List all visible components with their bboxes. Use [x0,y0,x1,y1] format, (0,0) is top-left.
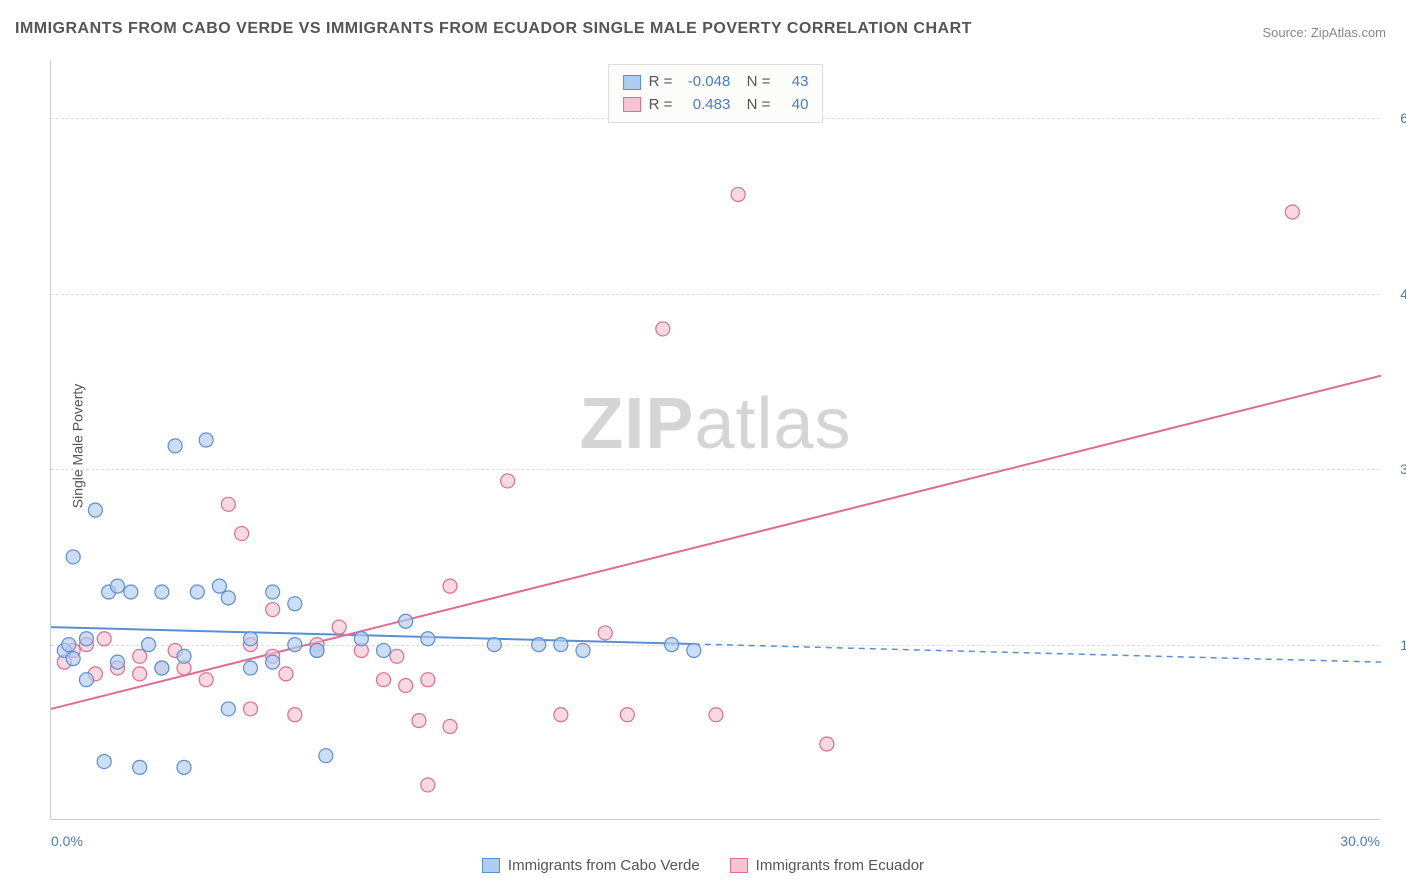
series-legend: Immigrants from Cabo Verde Immigrants fr… [0,857,1406,874]
x-tick-min: 0.0% [51,833,83,849]
correlation-legend: R = -0.048 N = 43 R = 0.483 N = 40 [608,64,824,123]
y-tick-label: 30.0% [1400,461,1406,477]
x-axis-labels: 0.0% 30.0% [51,833,1380,849]
swatch-ecuador [623,97,641,112]
legend-label: Immigrants from Ecuador [756,857,924,874]
swatch-bottom-ecuador [730,858,748,873]
source-attribution: Source: ZipAtlas.com [1262,25,1386,40]
swatch-bottom-cabo-verde [482,858,500,873]
scatter-svg [51,60,1380,819]
chart-title: IMMIGRANTS FROM CABO VERDE VS IMMIGRANTS… [15,20,972,38]
legend-row-ecuador: R = 0.483 N = 40 [623,94,809,117]
y-tick-label: 15.0% [1400,637,1406,653]
legend-label: Immigrants from Cabo Verde [508,857,700,874]
x-tick-max: 30.0% [1340,833,1380,849]
legend-row-cabo-verde: R = -0.048 N = 43 [623,71,809,94]
legend-item-cabo-verde: Immigrants from Cabo Verde [482,857,700,874]
y-tick-label: 45.0% [1400,286,1406,302]
chart-plot-area: ZIPatlas R = -0.048 N = 43 R = 0.483 N =… [50,60,1380,820]
y-tick-label: 60.0% [1400,110,1406,126]
legend-item-ecuador: Immigrants from Ecuador [730,857,924,874]
swatch-cabo-verde [623,75,641,90]
